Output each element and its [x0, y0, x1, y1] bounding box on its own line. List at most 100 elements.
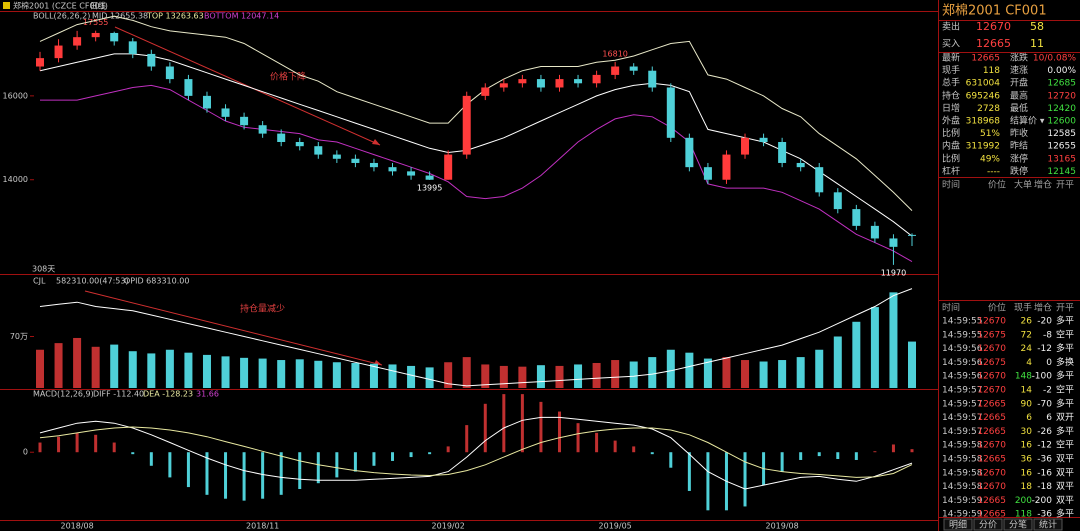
macd-bar: [891, 444, 895, 453]
tab-label[interactable]: 明细: [949, 519, 967, 531]
open-interest-line: [39, 288, 913, 387]
tick-cell: 12670: [977, 372, 1006, 382]
volume-bar: [741, 360, 750, 388]
symbol: 郑棉2001 (CZCE CF001): [13, 1, 108, 11]
quote-value: 12145: [1047, 167, 1076, 177]
tick-cell: 12670: [977, 317, 1006, 327]
volume-bar: [536, 365, 545, 388]
macd-bar: [483, 403, 487, 453]
quote-value: 12600: [1047, 117, 1076, 127]
boll-name: BOLL(26,26,2): [33, 12, 90, 21]
arrow: [84, 290, 383, 366]
quote-value: 12665: [971, 54, 1000, 64]
column-header: 时间: [942, 302, 960, 314]
tab-label[interactable]: 统计: [1039, 519, 1057, 531]
tab-label[interactable]: 分价: [979, 520, 997, 531]
macd-bar: [316, 452, 320, 484]
macd-bar: [650, 452, 654, 455]
tick-cell: 148: [1015, 372, 1032, 382]
volume-bar: [147, 353, 156, 388]
macd-bar: [57, 436, 61, 453]
macd-bar: [38, 442, 42, 453]
quote-label: 开盘: [1010, 77, 1028, 89]
macd-bar: [799, 452, 803, 460]
tick-cell: 6: [1026, 413, 1032, 423]
macd-bar: [539, 401, 543, 453]
macd-bar: [372, 452, 376, 466]
tick-cell: -200: [1032, 496, 1053, 506]
column-header: 价位: [988, 179, 1006, 191]
candle-body: [351, 158, 360, 163]
quote-value: 311992: [966, 142, 1000, 152]
volume-bar: [462, 357, 471, 388]
macd-name: MACD(12,26,9): [33, 390, 94, 399]
tab[interactable]: [973, 518, 1003, 531]
macd-bar: [465, 425, 469, 453]
quote-label: 日增: [942, 102, 960, 114]
candle-body: [332, 154, 341, 159]
candle-body: [908, 234, 916, 236]
tick-cell: 14: [1021, 386, 1033, 396]
period[interactable]: 日线: [90, 1, 106, 11]
candle-body: [833, 192, 842, 210]
candle-body: [499, 83, 508, 88]
extreme-label: 17555: [83, 18, 108, 27]
quote-value: 10/0.08%: [1033, 54, 1077, 64]
tick-cell: 14:59:57: [942, 386, 982, 396]
quote-value: 12420: [1047, 104, 1076, 114]
macd-bar: [743, 452, 747, 507]
tick-cell: 200: [1015, 496, 1032, 506]
tick-cell: 空平: [1056, 384, 1074, 396]
tick-cell: 14:59:58: [942, 441, 983, 451]
macd-bar: [520, 394, 524, 453]
candle-body: [147, 53, 156, 67]
quote-value: 12685: [1047, 79, 1076, 89]
volume-bar: [555, 365, 564, 388]
macd-dea: DEA -128.23: [143, 390, 193, 399]
tick-cell: 14:59:56: [942, 358, 983, 368]
macd-bar: [242, 452, 246, 501]
quote-title: 郑棉2001 CF001: [942, 4, 1047, 19]
tick-cell: 空平: [1056, 328, 1074, 340]
x-tick-label: 2019/05: [599, 522, 632, 531]
boll-bottom: [40, 84, 913, 263]
tick-cell: 多平: [1056, 370, 1074, 382]
tick-cell: 双平: [1056, 495, 1074, 506]
tab[interactable]: [1003, 518, 1033, 531]
quote-value: 631004: [966, 79, 1001, 89]
candle-body: [240, 116, 249, 126]
candle-body: [481, 87, 490, 96]
arrow-head: [372, 139, 380, 145]
oi-value: OPID 683310.00: [124, 277, 189, 286]
volume-bar: [852, 321, 861, 388]
column-header: 大单: [1014, 179, 1032, 191]
tick-cell: 12665: [977, 455, 1006, 465]
tick-cell: 16: [1021, 441, 1033, 451]
tick-cell: 12665: [977, 496, 1006, 506]
macd-bar: [353, 452, 357, 472]
candle-body: [611, 66, 620, 75]
macd-bar: [557, 411, 561, 453]
macd-bar: [780, 452, 784, 472]
tick-cell: 14:59:55: [942, 317, 982, 327]
column-header: 开平: [1056, 303, 1074, 314]
volume-bar: [332, 362, 341, 388]
candle-body: [536, 79, 545, 88]
tab[interactable]: [1033, 518, 1063, 531]
quote-label: 外盘: [942, 115, 960, 127]
volume-bar: [110, 344, 119, 388]
volume-bar: [574, 364, 583, 388]
quote-value: 12655: [1047, 142, 1076, 152]
candle-body: [815, 167, 824, 193]
ask-label: 卖出: [942, 21, 960, 33]
volume-bar: [36, 349, 44, 388]
tick-cell: 6: [1046, 413, 1052, 423]
macd-bar: [706, 452, 710, 511]
volume-bar: [889, 292, 898, 388]
tab[interactable]: [943, 518, 973, 531]
y-tick-label: 14000: [3, 175, 28, 184]
volume-bar: [722, 357, 731, 388]
volume-bar: [369, 363, 378, 388]
tick-cell: -70: [1037, 399, 1052, 409]
tab-label[interactable]: 分笔: [1009, 519, 1027, 531]
